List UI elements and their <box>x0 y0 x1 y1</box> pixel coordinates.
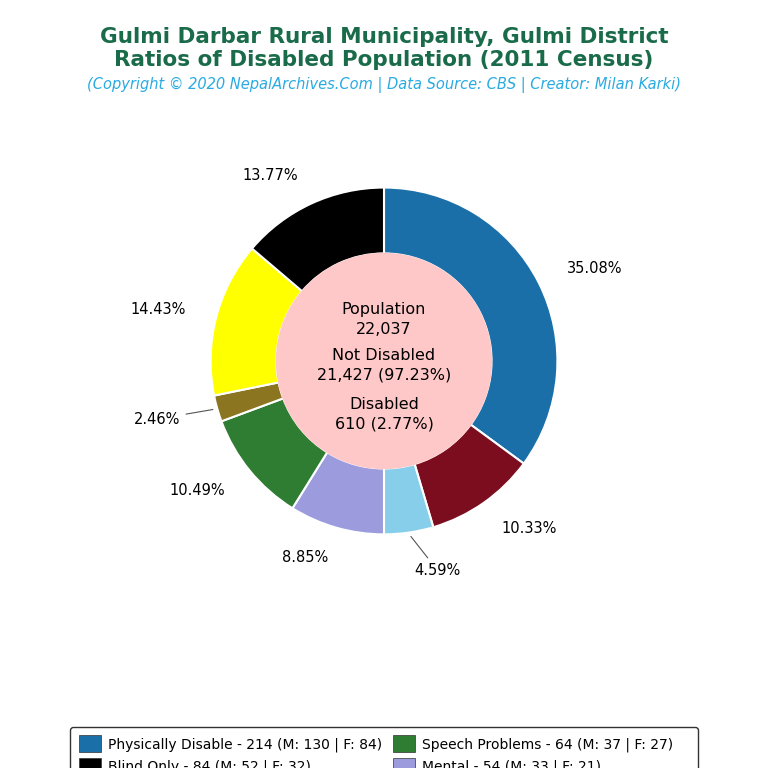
Wedge shape <box>214 382 283 422</box>
Wedge shape <box>384 464 433 535</box>
Text: Population
22,037: Population 22,037 <box>342 303 426 337</box>
Wedge shape <box>252 187 384 291</box>
Text: 14.43%: 14.43% <box>131 303 186 317</box>
Wedge shape <box>221 399 327 508</box>
Wedge shape <box>293 452 384 535</box>
Text: 10.49%: 10.49% <box>170 483 226 498</box>
Text: (Copyright © 2020 NepalArchives.Com | Data Source: CBS | Creator: Milan Karki): (Copyright © 2020 NepalArchives.Com | Da… <box>87 77 681 93</box>
Wedge shape <box>384 187 558 464</box>
Text: 2.46%: 2.46% <box>134 409 213 426</box>
Text: 13.77%: 13.77% <box>243 167 298 183</box>
Circle shape <box>276 253 492 468</box>
Wedge shape <box>415 425 524 527</box>
Text: 8.85%: 8.85% <box>282 550 328 565</box>
Text: Disabled
610 (2.77%): Disabled 610 (2.77%) <box>335 396 433 432</box>
Legend: Physically Disable - 214 (M: 130 | F: 84), Blind Only - 84 (M: 52 | F: 32), Deaf: Physically Disable - 214 (M: 130 | F: 84… <box>70 727 698 768</box>
Text: 10.33%: 10.33% <box>502 521 557 536</box>
Text: Ratios of Disabled Population (2011 Census): Ratios of Disabled Population (2011 Cens… <box>114 50 654 70</box>
Text: 4.59%: 4.59% <box>411 537 461 578</box>
Wedge shape <box>210 249 302 396</box>
Text: 35.08%: 35.08% <box>567 261 622 276</box>
Text: Not Disabled
21,427 (97.23%): Not Disabled 21,427 (97.23%) <box>317 348 451 383</box>
Text: Gulmi Darbar Rural Municipality, Gulmi District: Gulmi Darbar Rural Municipality, Gulmi D… <box>100 27 668 47</box>
